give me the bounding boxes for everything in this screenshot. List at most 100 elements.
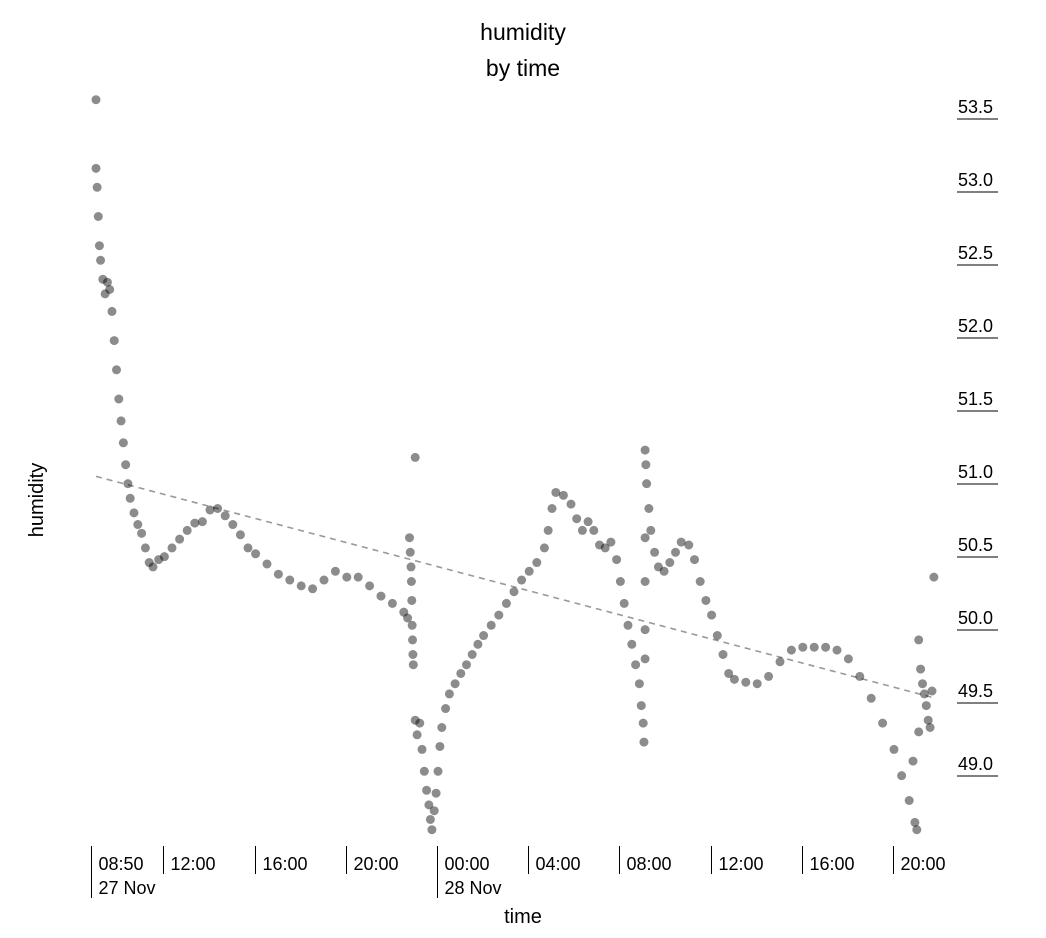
x-tick: 20:00 bbox=[346, 846, 399, 874]
data-point bbox=[665, 558, 675, 568]
data-point bbox=[572, 514, 582, 524]
x-tick: 16:00 bbox=[255, 846, 308, 874]
data-point bbox=[821, 642, 831, 652]
data-point bbox=[456, 668, 466, 678]
data-point bbox=[897, 771, 907, 781]
data-point bbox=[566, 499, 576, 509]
data-point bbox=[205, 505, 215, 515]
data-point bbox=[832, 645, 842, 655]
y-tick-label: 49.5 bbox=[958, 681, 993, 701]
y-tick: 51.0 bbox=[957, 462, 998, 485]
x-tick: 16:00 bbox=[802, 846, 855, 874]
data-point bbox=[410, 715, 420, 725]
data-point bbox=[197, 517, 207, 527]
x-tick: 00:00 28 Nov bbox=[437, 846, 502, 898]
data-point bbox=[235, 530, 245, 540]
data-point bbox=[919, 689, 929, 699]
data-point bbox=[182, 525, 192, 535]
data-point bbox=[435, 741, 445, 751]
data-point bbox=[712, 631, 722, 641]
x-tick-label: 00:00 bbox=[445, 854, 490, 874]
x-axis-title: time bbox=[504, 906, 542, 928]
data-point bbox=[927, 686, 937, 696]
data-point bbox=[376, 591, 386, 601]
data-point bbox=[606, 537, 616, 547]
data-point bbox=[408, 650, 418, 659]
data-point bbox=[929, 572, 939, 582]
x-tick-label: 16:00 bbox=[263, 854, 308, 874]
data-point bbox=[640, 654, 650, 664]
data-point bbox=[517, 575, 527, 585]
y-tick: 53.0 bbox=[957, 170, 998, 193]
data-point bbox=[408, 635, 418, 645]
x-tick: 20:00 bbox=[893, 846, 946, 874]
data-point bbox=[444, 689, 454, 699]
data-point bbox=[441, 704, 451, 714]
data-point bbox=[133, 520, 143, 530]
y-tick: 53.5 bbox=[957, 97, 998, 120]
data-point bbox=[623, 620, 633, 630]
data-point bbox=[140, 543, 150, 553]
data-point bbox=[91, 163, 101, 173]
data-point bbox=[479, 631, 489, 641]
y-tick: 49.5 bbox=[957, 681, 998, 704]
data-point bbox=[914, 727, 924, 737]
data-point bbox=[123, 479, 133, 489]
data-point bbox=[405, 533, 414, 543]
data-point bbox=[925, 723, 935, 732]
y-tick: 52.0 bbox=[957, 316, 998, 339]
x-tick-label: 16:00 bbox=[810, 854, 855, 874]
y-axis-title: humidity bbox=[26, 463, 48, 537]
data-point bbox=[308, 584, 318, 594]
data-point bbox=[437, 723, 447, 732]
data-point bbox=[904, 796, 914, 805]
x-tick-label: 20:00 bbox=[901, 854, 946, 874]
data-point bbox=[701, 595, 711, 605]
x-tick-label: 08:50 bbox=[99, 854, 144, 874]
data-point bbox=[640, 533, 650, 543]
data-point bbox=[154, 555, 164, 565]
data-point bbox=[159, 552, 169, 562]
data-point bbox=[644, 504, 654, 513]
data-point bbox=[408, 660, 418, 670]
data-point bbox=[786, 645, 796, 655]
data-point bbox=[729, 674, 739, 684]
data-point bbox=[638, 718, 648, 728]
data-point bbox=[640, 445, 650, 455]
x-tick-sublabel: 28 Nov bbox=[445, 878, 502, 898]
data-point bbox=[878, 718, 888, 728]
data-point bbox=[251, 549, 261, 559]
data-point bbox=[243, 543, 253, 553]
data-point bbox=[105, 285, 115, 294]
data-point bbox=[589, 525, 599, 535]
y-tick-label: 53.5 bbox=[958, 97, 993, 117]
data-point bbox=[775, 657, 785, 667]
data-point bbox=[752, 679, 762, 689]
data-point bbox=[175, 534, 185, 544]
data-point bbox=[619, 598, 629, 608]
data-point bbox=[116, 416, 126, 426]
data-point bbox=[684, 540, 694, 550]
data-point bbox=[912, 825, 922, 835]
data-point bbox=[543, 525, 553, 535]
data-point bbox=[914, 635, 924, 645]
data-point bbox=[422, 785, 432, 795]
data-points bbox=[91, 95, 939, 835]
data-point bbox=[107, 306, 117, 316]
data-point bbox=[486, 620, 496, 630]
data-point bbox=[558, 490, 568, 500]
data-point bbox=[387, 598, 397, 608]
data-point bbox=[889, 744, 899, 754]
data-point bbox=[190, 518, 200, 528]
y-tick: 51.5 bbox=[957, 389, 998, 412]
data-point bbox=[718, 650, 728, 659]
trend-line bbox=[95, 475, 937, 700]
data-point bbox=[342, 572, 352, 582]
data-point bbox=[695, 577, 705, 586]
data-point bbox=[627, 639, 637, 649]
data-point bbox=[595, 540, 604, 550]
data-point bbox=[96, 255, 106, 265]
data-point bbox=[636, 701, 646, 711]
y-axis: 49.0 49.5 50.0 50.5 51.0 51.5 52.0 52.5 53.0 53.5 bbox=[957, 97, 998, 777]
